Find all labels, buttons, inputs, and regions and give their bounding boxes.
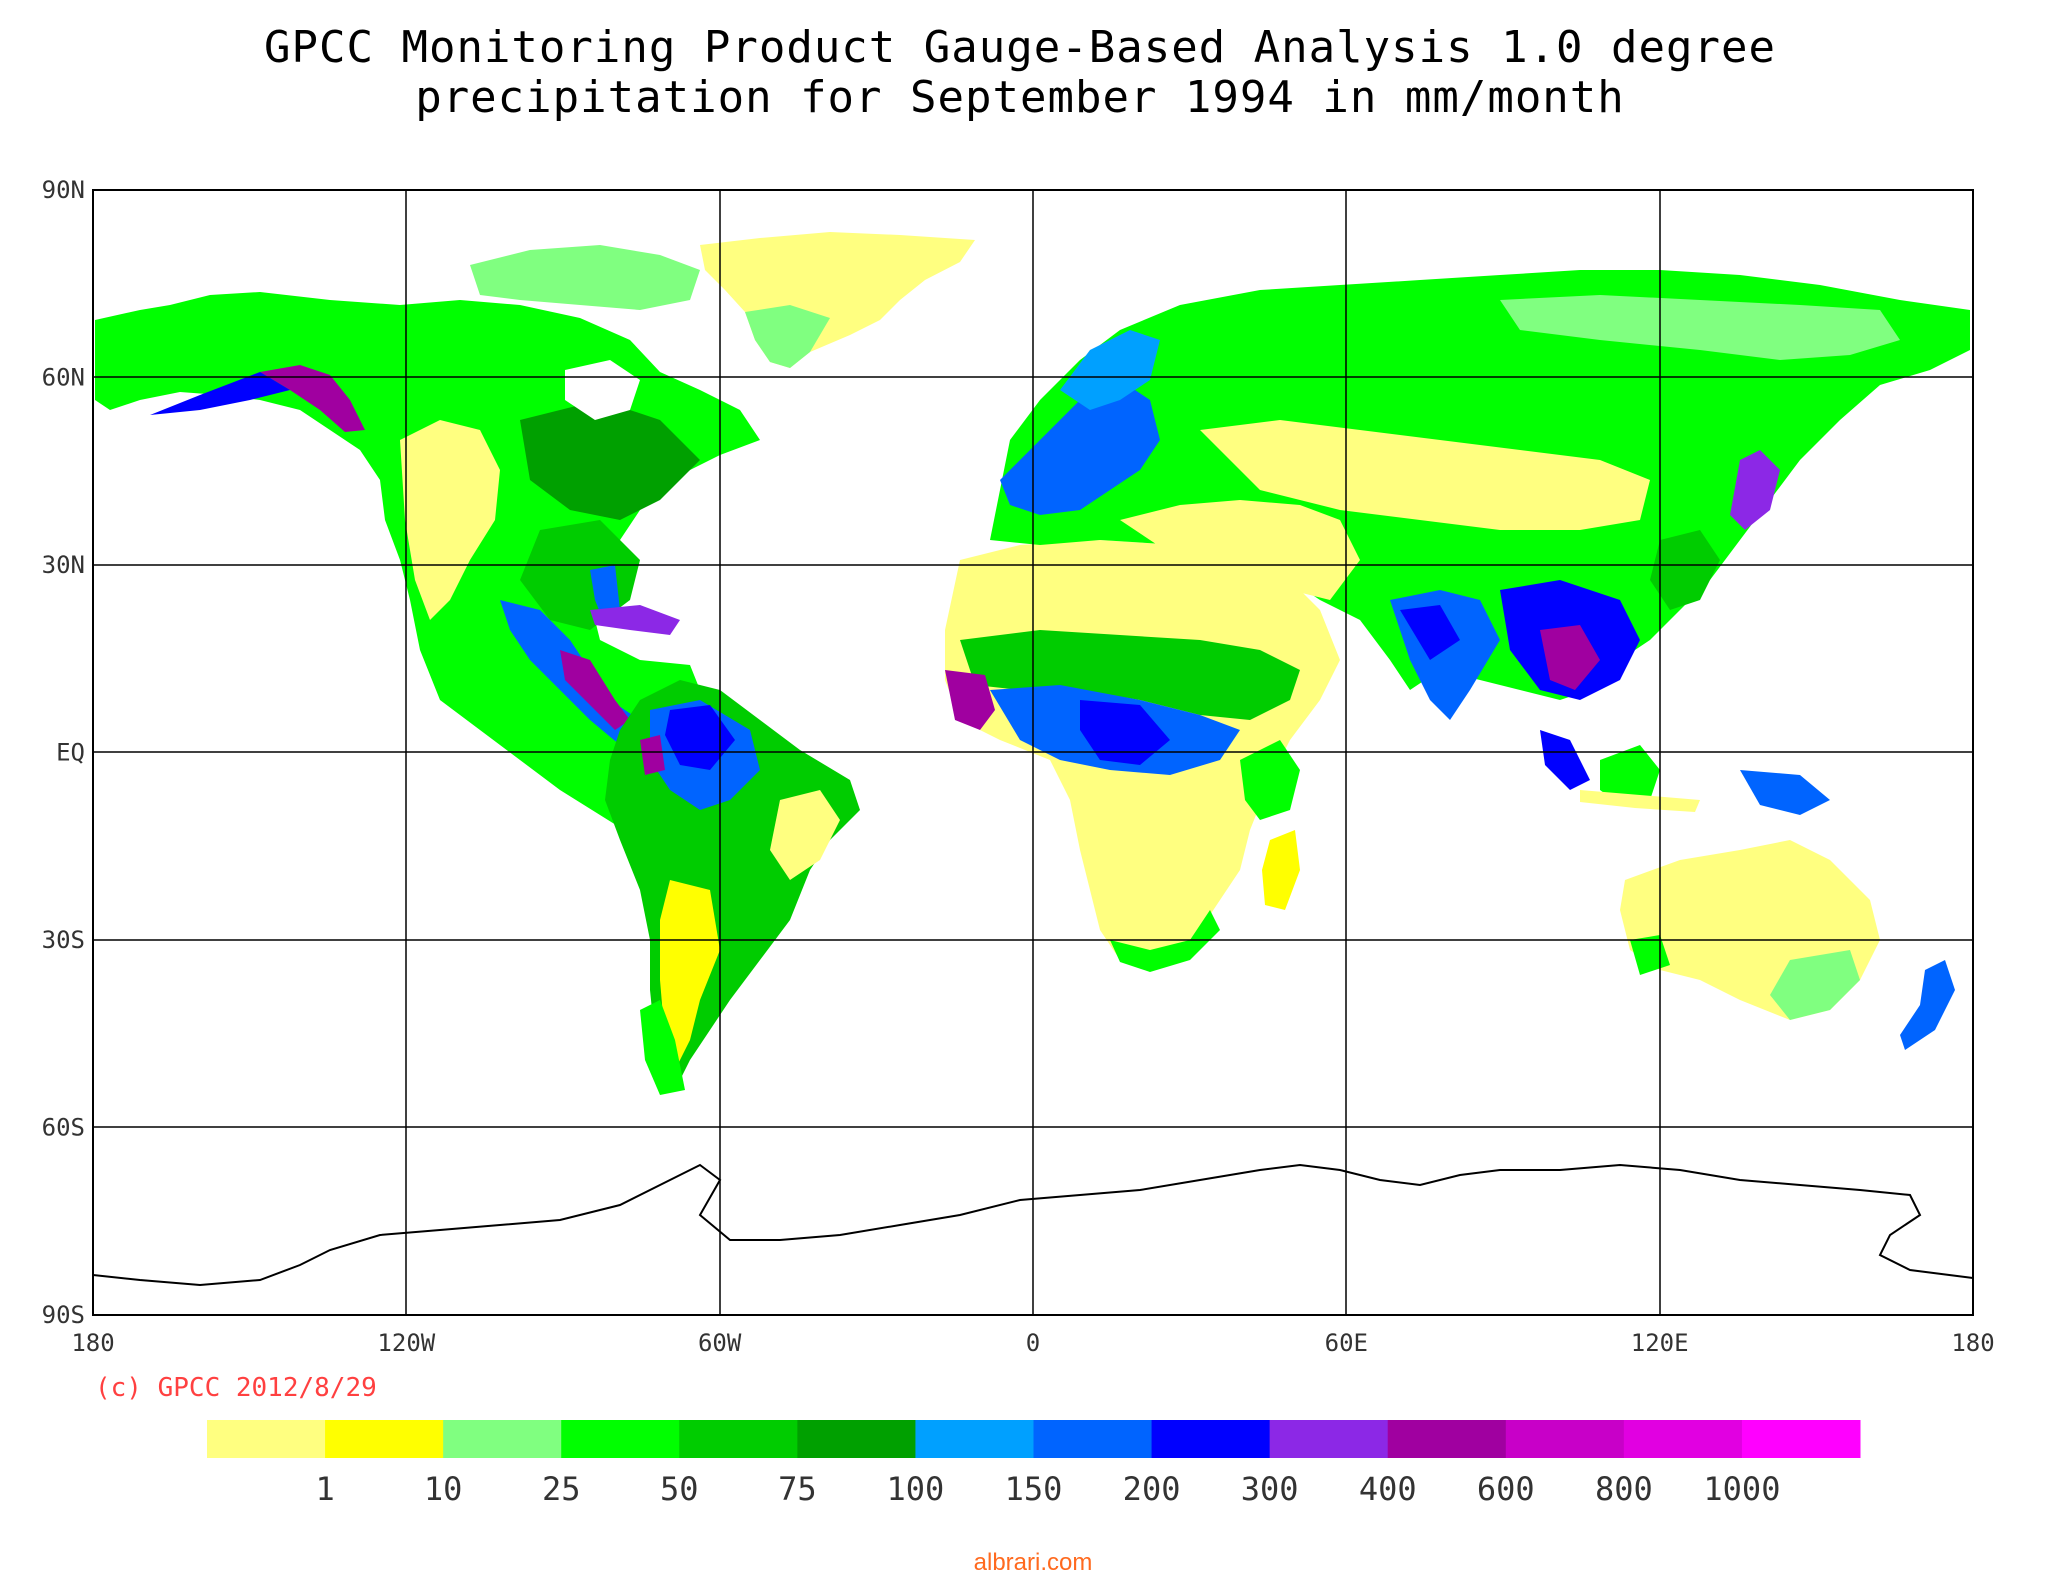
land-india-wet (1400, 605, 1460, 660)
map-gridlines (93, 190, 1973, 1315)
lat-tick-label: 30S (42, 926, 85, 954)
legend-swatch (1623, 1420, 1743, 1458)
lon-tick-label: 0 (1026, 1329, 1040, 1357)
land-antarctica (93, 1163, 1973, 1287)
lat-tick-label: 30N (42, 551, 85, 579)
legend-swatch (1269, 1420, 1389, 1458)
legend-label: 1000 (1703, 1470, 1780, 1508)
legend-label: 10 (424, 1470, 463, 1508)
lon-tick-label: 180 (71, 1329, 114, 1357)
land-europe (1000, 380, 1160, 515)
land-central-asia-dry (1200, 420, 1650, 530)
land-caribbean (590, 605, 680, 635)
lat-tick-label: 90S (42, 1301, 85, 1329)
land-southern-africa-edge (1110, 910, 1220, 972)
land-west-africa-coast (945, 670, 995, 730)
legend-swatch (1741, 1420, 1861, 1458)
legend-swatch (325, 1420, 444, 1458)
latitude-axis: 90N 60N 30N EQ 30S 60S 90S (42, 176, 85, 1329)
legend-swatch (797, 1420, 916, 1458)
land-alaska-blue (150, 372, 290, 415)
title-line-2: precipitation for September 1994 in mm/m… (415, 72, 1625, 123)
lon-tick-label: 60E (1325, 1329, 1368, 1357)
land-alaska-coast (260, 365, 365, 432)
land-south-sa-dry (660, 880, 720, 1070)
land-australia-se (1770, 950, 1860, 1020)
land-east-africa (1240, 740, 1300, 820)
land-amazon-core (665, 705, 735, 770)
land-amazon-purple (640, 735, 665, 775)
land-central-africa-core (1080, 700, 1170, 765)
lon-tick-label: 120W (377, 1329, 435, 1357)
title-line-1: GPCC Monitoring Product Gauge-Based Anal… (264, 22, 1776, 73)
land-ne-brazil-dry (770, 790, 840, 880)
land-new-guinea (1740, 770, 1830, 815)
land-central-america-wet (560, 650, 630, 730)
legend-label: 150 (1005, 1470, 1063, 1508)
land-madagascar (1262, 830, 1300, 910)
color-legend (207, 1420, 1861, 1458)
legend-swatch (207, 1420, 326, 1458)
land-java (1580, 790, 1700, 812)
legend-label: 300 (1241, 1470, 1299, 1508)
lon-tick-label: 180 (1951, 1329, 1994, 1357)
legend-swatch (1033, 1420, 1153, 1458)
land-hudson-bay (565, 360, 640, 420)
map-frame (92, 189, 1974, 1316)
legend-label: 600 (1477, 1470, 1535, 1508)
legend-swatch (915, 1420, 1034, 1458)
land-sumatra (1540, 730, 1590, 790)
land-west-na-dry (400, 420, 500, 620)
lat-tick-label: EQ (56, 739, 85, 767)
lat-tick-label: 90N (42, 176, 85, 204)
land-arctic-islands (470, 245, 700, 310)
copyright-notice: (c) GPCC 2012/8/29 (95, 1373, 377, 1403)
legend-label: 1 (315, 1470, 334, 1508)
land-borneo (1600, 745, 1660, 805)
land-sahel (960, 630, 1300, 720)
land-japan (1730, 450, 1780, 530)
legend-label: 400 (1359, 1470, 1417, 1508)
watermark-text: albrari.com (974, 1549, 1093, 1576)
legend-label: 800 (1595, 1470, 1653, 1508)
legend-label: 75 (778, 1470, 817, 1508)
legend-swatch (1387, 1420, 1507, 1458)
lon-tick-label: 120E (1631, 1329, 1689, 1357)
lon-tick-label: 60W (698, 1329, 742, 1357)
land-se-asia-purple (1540, 625, 1600, 690)
land-siberia (1500, 295, 1900, 360)
land-east-china (1650, 530, 1720, 610)
land-new-zealand (1900, 960, 1955, 1050)
legend-label: 200 (1123, 1470, 1181, 1508)
legend-label: 25 (542, 1470, 581, 1508)
legend-swatch (561, 1420, 680, 1458)
legend-label: 100 (887, 1470, 945, 1508)
legend-swatch (1151, 1420, 1271, 1458)
land-canada-dark (520, 400, 700, 520)
legend-swatch (679, 1420, 798, 1458)
land-greenland (700, 232, 975, 368)
legend-swatch (1505, 1420, 1625, 1458)
color-legend-labels: 1 10 25 50 75 100 150 200 300 400 600 800 1000 (315, 1470, 1780, 1508)
legend-label: 50 (660, 1470, 699, 1508)
land-scandinavia (1060, 330, 1160, 410)
longitude-axis: 180 120W 60W 0 60E 120E 180 (71, 1329, 1994, 1357)
lat-tick-label: 60N (42, 364, 85, 392)
land-sa-south-tip (640, 1000, 685, 1095)
lat-tick-label: 60S (42, 1114, 85, 1142)
legend-swatch (443, 1420, 562, 1458)
land-greenland-edge (745, 305, 830, 368)
land-med-dry (1120, 500, 1360, 600)
